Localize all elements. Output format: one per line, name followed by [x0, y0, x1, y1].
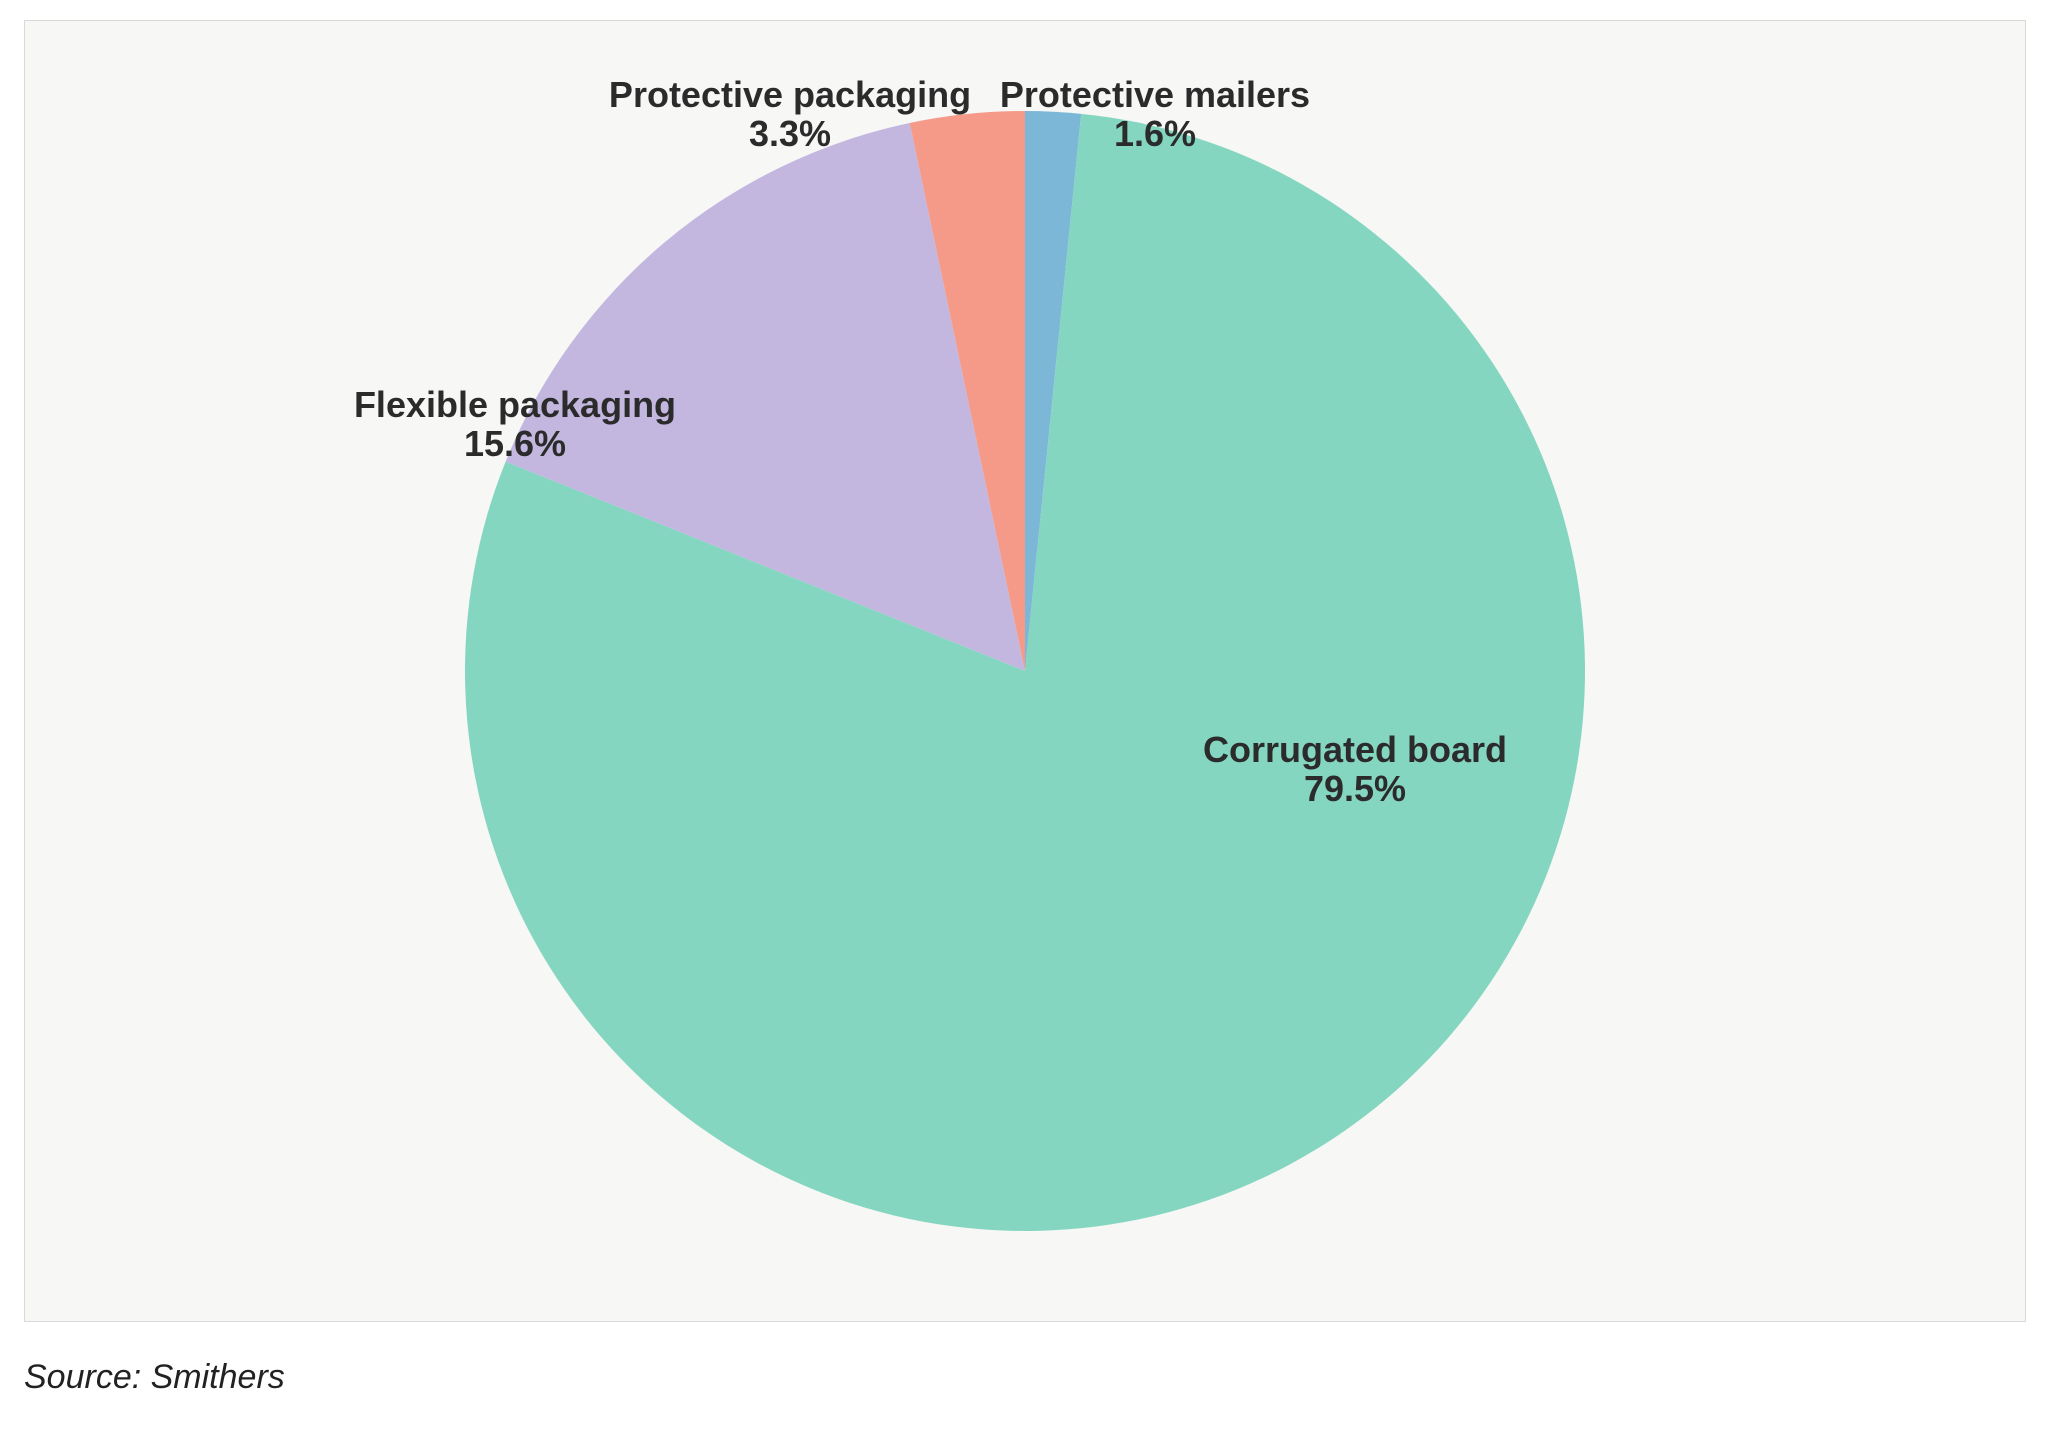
- slice-label-text: Corrugated board: [1203, 731, 1507, 770]
- slice-label-pct: 3.3%: [609, 115, 971, 154]
- slice-label-pct: 1.6%: [1000, 115, 1310, 154]
- slice-label-flexible-packaging: Flexible packaging 15.6%: [354, 386, 676, 464]
- slice-label-text: Flexible packaging: [354, 386, 676, 425]
- slice-label-protective-packaging: Protective packaging 3.3%: [609, 76, 971, 154]
- slice-label-text: Protective mailers: [1000, 76, 1310, 115]
- slice-label-pct: 79.5%: [1203, 770, 1507, 809]
- slice-label-protective-mailers: Protective mailers 1.6%: [1000, 76, 1310, 154]
- source-caption: Source: Smithers: [24, 1358, 2024, 1397]
- chart-panel: Protective mailers 1.6% Corrugated board…: [24, 20, 2026, 1322]
- slice-label-pct: 15.6%: [354, 425, 676, 464]
- pie-chart: [25, 21, 2025, 1321]
- slice-label-text: Protective packaging: [609, 76, 971, 115]
- slice-label-corrugated-board: Corrugated board 79.5%: [1203, 731, 1507, 809]
